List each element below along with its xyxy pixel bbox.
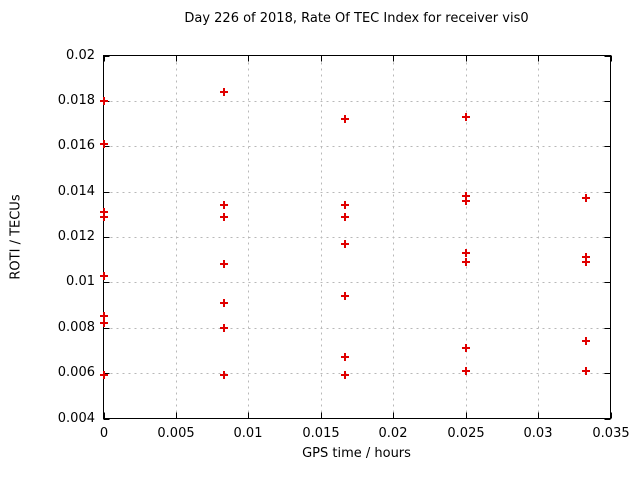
data-point-marker bbox=[220, 299, 228, 307]
data-point-marker bbox=[220, 324, 228, 332]
data-point-marker bbox=[220, 201, 228, 209]
y-tick-label: 0.018 bbox=[57, 93, 95, 108]
data-point-marker bbox=[341, 115, 349, 123]
x-tick-label: 0.02 bbox=[378, 426, 408, 441]
data-point-marker bbox=[100, 140, 108, 148]
data-point-marker bbox=[100, 312, 108, 320]
x-tick-label: 0.015 bbox=[302, 426, 340, 441]
data-point-marker bbox=[220, 371, 228, 379]
data-point-marker bbox=[341, 201, 349, 209]
plot-border bbox=[103, 55, 611, 419]
y-tick-label: 0.012 bbox=[57, 229, 95, 244]
x-axis-label: GPS time / hours bbox=[302, 446, 411, 461]
data-point-marker bbox=[582, 337, 590, 345]
x-tick-label: 0.035 bbox=[592, 426, 630, 441]
data-point-marker bbox=[220, 260, 228, 268]
y-tick-label: 0.008 bbox=[57, 320, 95, 335]
data-point-marker bbox=[462, 344, 470, 352]
x-tick-label: 0.01 bbox=[233, 426, 263, 441]
data-point-marker bbox=[582, 258, 590, 266]
data-point-marker bbox=[341, 213, 349, 221]
x-tick-label: 0.005 bbox=[157, 426, 195, 441]
data-point-marker bbox=[100, 97, 108, 105]
data-point-marker bbox=[341, 292, 349, 300]
y-tick-label: 0.014 bbox=[57, 184, 95, 199]
x-tick-label: 0.03 bbox=[523, 426, 553, 441]
data-point-marker bbox=[462, 113, 470, 121]
y-tick-label: 0.006 bbox=[57, 365, 95, 380]
data-point-marker bbox=[220, 213, 228, 221]
data-point-marker bbox=[462, 258, 470, 266]
y-tick-label: 0.02 bbox=[66, 48, 95, 63]
data-point-marker bbox=[341, 371, 349, 379]
data-point-marker bbox=[100, 213, 108, 221]
data-point-marker bbox=[220, 88, 228, 96]
y-tick-label: 0.016 bbox=[57, 138, 95, 153]
y-tick-label: 0.004 bbox=[57, 411, 95, 426]
data-point-marker bbox=[100, 371, 108, 379]
data-point-marker bbox=[582, 367, 590, 375]
data-point-marker bbox=[462, 367, 470, 375]
data-point-marker bbox=[341, 353, 349, 361]
chart-title: Day 226 of 2018, Rate Of TEC Index for r… bbox=[184, 11, 529, 26]
data-point-marker bbox=[100, 272, 108, 280]
data-point-marker bbox=[582, 194, 590, 202]
x-tick-label: 0 bbox=[99, 426, 109, 441]
data-point-marker bbox=[341, 240, 349, 248]
y-tick-label: 0.01 bbox=[66, 274, 95, 289]
data-point-marker bbox=[100, 319, 108, 327]
data-point-marker bbox=[462, 197, 470, 205]
data-point-marker bbox=[462, 249, 470, 257]
x-tick-label: 0.025 bbox=[447, 426, 485, 441]
